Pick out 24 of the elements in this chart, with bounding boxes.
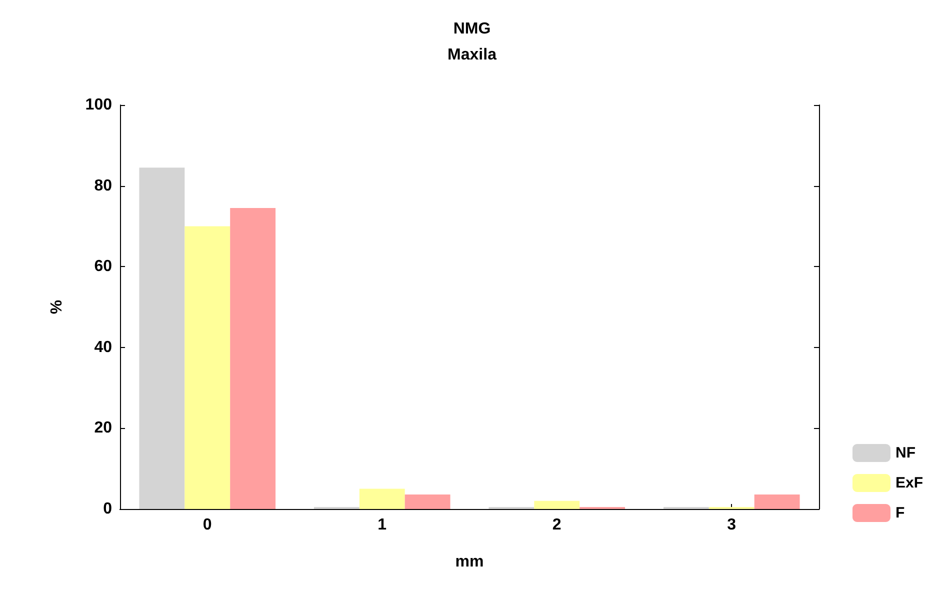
bar bbox=[184, 226, 230, 509]
y-tick-label: 100 bbox=[85, 96, 112, 114]
y-tick-label: 0 bbox=[103, 500, 112, 518]
x-tick-label: 1 bbox=[378, 516, 387, 534]
legend-label: NF bbox=[895, 444, 916, 462]
y-tick-label: 60 bbox=[94, 258, 112, 276]
x-tick-label: 2 bbox=[552, 516, 562, 534]
y-axis-title: % bbox=[48, 300, 66, 314]
bar bbox=[359, 488, 405, 509]
bar bbox=[534, 500, 580, 509]
bar bbox=[404, 494, 450, 509]
y-tick-label: 20 bbox=[94, 420, 112, 437]
legend-label: F bbox=[895, 504, 905, 522]
bar bbox=[754, 494, 800, 509]
x-axis-title: mm bbox=[455, 554, 484, 570]
chart-subtitle: Maxila bbox=[448, 46, 497, 64]
chart-title: NMG bbox=[453, 20, 491, 38]
x-tick-label: 3 bbox=[727, 516, 736, 534]
y-tick-label: 40 bbox=[94, 338, 112, 356]
bar bbox=[139, 168, 185, 509]
bar bbox=[230, 208, 276, 509]
y-tick-label: 80 bbox=[94, 177, 112, 194]
legend-label: ExF bbox=[895, 474, 924, 492]
x-tick-label: 0 bbox=[202, 516, 212, 534]
